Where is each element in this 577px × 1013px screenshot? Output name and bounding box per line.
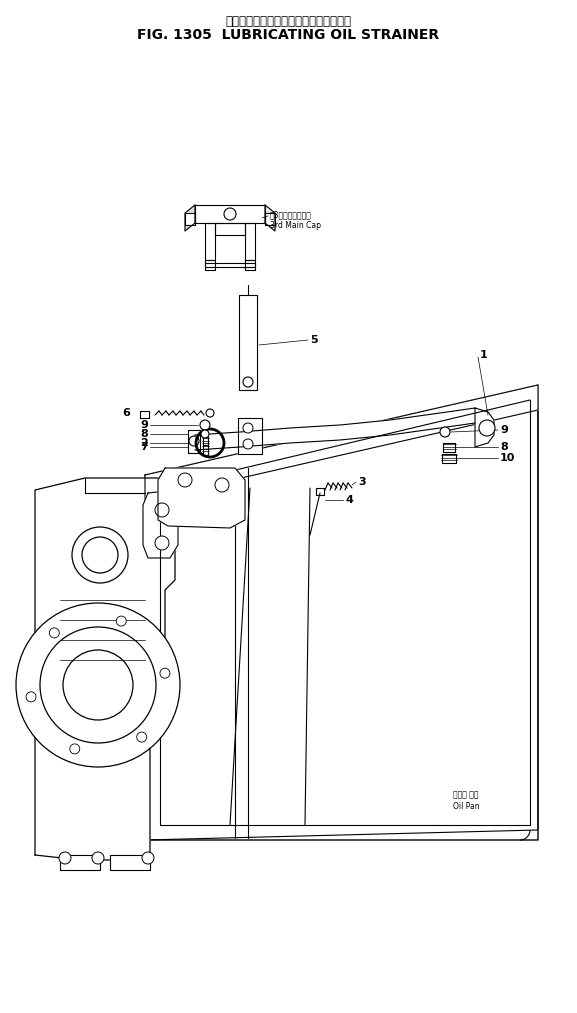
Text: 2: 2 xyxy=(140,438,148,448)
Polygon shape xyxy=(203,437,208,445)
Polygon shape xyxy=(475,408,494,447)
Text: 4: 4 xyxy=(345,495,353,505)
Polygon shape xyxy=(158,468,245,528)
Text: ルーブリケーティングオイルストレーナ: ルーブリケーティングオイルストレーナ xyxy=(225,14,351,27)
Circle shape xyxy=(201,430,209,438)
Polygon shape xyxy=(205,223,215,260)
Circle shape xyxy=(189,436,199,446)
Circle shape xyxy=(59,852,71,864)
Text: 3rd Main Cap: 3rd Main Cap xyxy=(270,221,321,230)
Circle shape xyxy=(92,852,104,864)
Polygon shape xyxy=(110,855,150,870)
Polygon shape xyxy=(140,411,149,418)
Polygon shape xyxy=(35,478,175,860)
Circle shape xyxy=(243,439,253,449)
Text: FIG. 1305  LUBRICATING OIL STRAINER: FIG. 1305 LUBRICATING OIL STRAINER xyxy=(137,28,439,42)
Polygon shape xyxy=(245,260,255,270)
Polygon shape xyxy=(195,408,475,450)
Text: オイル パン: オイル パン xyxy=(453,790,478,799)
Text: 9: 9 xyxy=(500,425,508,435)
Text: 3: 3 xyxy=(358,477,366,487)
Text: 1: 1 xyxy=(480,350,488,360)
Polygon shape xyxy=(185,213,195,225)
Text: 5: 5 xyxy=(310,335,317,345)
Circle shape xyxy=(49,628,59,638)
Polygon shape xyxy=(188,430,200,453)
Polygon shape xyxy=(442,454,456,463)
Circle shape xyxy=(155,536,169,550)
Circle shape xyxy=(155,503,169,517)
Polygon shape xyxy=(239,295,257,390)
Polygon shape xyxy=(145,385,538,840)
Circle shape xyxy=(70,744,80,754)
Circle shape xyxy=(116,616,126,626)
Text: 7: 7 xyxy=(140,442,148,452)
Text: 第3メインキャップ: 第3メインキャップ xyxy=(270,211,312,220)
Circle shape xyxy=(200,420,210,430)
Circle shape xyxy=(72,527,128,583)
Text: 9: 9 xyxy=(140,420,148,430)
Polygon shape xyxy=(205,263,255,267)
Circle shape xyxy=(479,420,495,436)
Polygon shape xyxy=(205,260,215,270)
Circle shape xyxy=(26,692,36,702)
Circle shape xyxy=(16,603,180,767)
Circle shape xyxy=(206,409,214,417)
Circle shape xyxy=(137,732,147,743)
Circle shape xyxy=(224,208,236,220)
Text: 8: 8 xyxy=(140,428,148,439)
Polygon shape xyxy=(316,488,324,495)
Polygon shape xyxy=(215,223,245,235)
Circle shape xyxy=(215,478,229,492)
Polygon shape xyxy=(147,387,538,840)
Polygon shape xyxy=(265,213,275,225)
Text: 8: 8 xyxy=(500,442,508,452)
Polygon shape xyxy=(265,205,275,231)
Polygon shape xyxy=(443,443,455,452)
Text: Oil Pan: Oil Pan xyxy=(453,801,479,810)
Text: 10: 10 xyxy=(500,453,515,463)
Circle shape xyxy=(243,423,253,433)
Polygon shape xyxy=(238,418,262,454)
Polygon shape xyxy=(245,223,255,260)
Polygon shape xyxy=(195,205,265,223)
Circle shape xyxy=(160,669,170,678)
Polygon shape xyxy=(185,205,195,231)
Polygon shape xyxy=(145,385,538,500)
Circle shape xyxy=(178,473,192,487)
Polygon shape xyxy=(143,490,178,558)
Circle shape xyxy=(440,427,450,437)
Circle shape xyxy=(243,377,253,387)
Polygon shape xyxy=(203,445,208,455)
Circle shape xyxy=(142,852,154,864)
Text: 6: 6 xyxy=(122,408,130,418)
Polygon shape xyxy=(60,855,100,870)
